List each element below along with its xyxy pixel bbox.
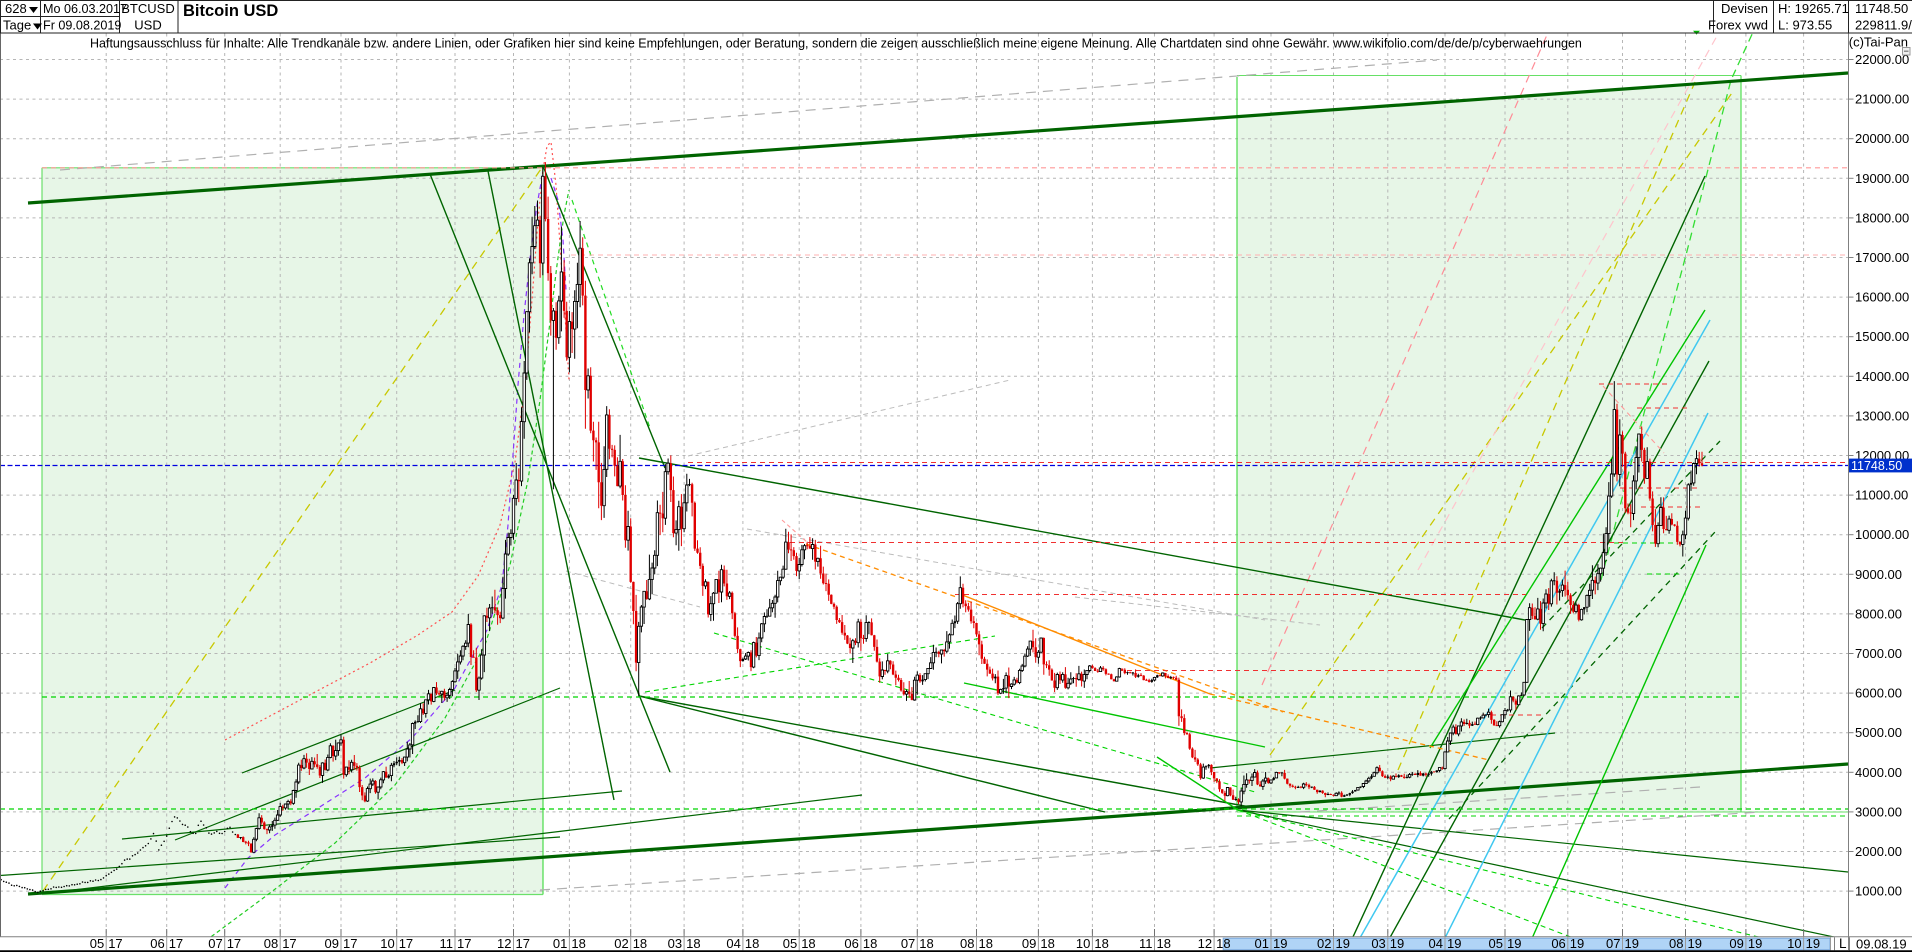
- svg-text:12: 12: [497, 936, 511, 951]
- svg-text:11: 11: [1139, 936, 1153, 951]
- svg-text:9000.00: 9000.00: [1855, 567, 1902, 582]
- svg-text:18: 18: [571, 936, 585, 951]
- svg-text:18000.00: 18000.00: [1855, 210, 1909, 225]
- svg-text:18: 18: [863, 936, 877, 951]
- svg-text:19: 19: [1390, 936, 1404, 951]
- svg-text:18: 18: [979, 936, 993, 951]
- svg-text:15000.00: 15000.00: [1855, 329, 1909, 344]
- svg-text:Tage: Tage: [3, 18, 31, 33]
- svg-text:07: 07: [1606, 936, 1620, 951]
- svg-text:05: 05: [783, 936, 797, 951]
- svg-text:01: 01: [1255, 936, 1269, 951]
- svg-text:19: 19: [1570, 936, 1584, 951]
- svg-text:19: 19: [1806, 936, 1820, 951]
- svg-text:06: 06: [150, 936, 164, 951]
- svg-text:09: 09: [1022, 936, 1036, 951]
- svg-text:2000.00: 2000.00: [1855, 844, 1902, 859]
- svg-text:11000.00: 11000.00: [1855, 488, 1908, 503]
- svg-text:18: 18: [686, 936, 700, 951]
- svg-text:H: 19265.71: H: 19265.71: [1778, 1, 1849, 16]
- svg-text:09: 09: [325, 936, 339, 951]
- svg-text:04: 04: [726, 936, 740, 951]
- svg-text:628: 628: [5, 1, 27, 16]
- svg-text:10: 10: [1076, 936, 1090, 951]
- svg-text:05: 05: [1489, 936, 1503, 951]
- svg-text:18: 18: [1157, 936, 1171, 951]
- svg-text:19000.00: 19000.00: [1855, 171, 1909, 186]
- svg-text:22000.00: 22000.00: [1855, 52, 1909, 67]
- svg-text:10000.00: 10000.00: [1855, 527, 1909, 542]
- svg-text:19: 19: [1336, 936, 1350, 951]
- svg-text:09.08.19: 09.08.19: [1856, 936, 1907, 951]
- svg-text:18: 18: [919, 936, 933, 951]
- svg-text:06: 06: [1551, 936, 1565, 951]
- svg-text:09: 09: [1729, 936, 1743, 951]
- svg-text:10: 10: [1787, 936, 1801, 951]
- svg-text:17: 17: [516, 936, 530, 951]
- svg-text:17: 17: [169, 936, 183, 951]
- svg-text:02: 02: [1317, 936, 1331, 951]
- svg-text:17: 17: [282, 936, 296, 951]
- svg-text:4000.00: 4000.00: [1855, 765, 1902, 780]
- svg-text:13000.00: 13000.00: [1855, 408, 1909, 423]
- svg-text:18: 18: [801, 936, 815, 951]
- svg-text:6000.00: 6000.00: [1855, 686, 1902, 701]
- svg-text:(c)Tai-Pan: (c)Tai-Pan: [1849, 35, 1908, 50]
- svg-text:03: 03: [668, 936, 682, 951]
- svg-text:18: 18: [633, 936, 647, 951]
- svg-text:Mo 06.03.2017: Mo 06.03.2017: [43, 2, 127, 16]
- svg-text:07: 07: [208, 936, 222, 951]
- svg-text:06: 06: [844, 936, 858, 951]
- svg-text:19: 19: [1688, 936, 1702, 951]
- svg-text:8000.00: 8000.00: [1855, 606, 1902, 621]
- svg-text:11748.50: 11748.50: [1851, 459, 1902, 473]
- svg-text:01: 01: [553, 936, 567, 951]
- svg-text:08: 08: [1669, 936, 1683, 951]
- svg-text:17: 17: [227, 936, 241, 951]
- svg-text:BTCUSD: BTCUSD: [121, 1, 174, 16]
- svg-text:05: 05: [90, 936, 104, 951]
- svg-text:Bitcoin USD: Bitcoin USD: [183, 2, 278, 20]
- svg-text:10: 10: [380, 936, 394, 951]
- svg-text:17: 17: [343, 936, 357, 951]
- svg-text:04: 04: [1429, 936, 1443, 951]
- svg-text:18: 18: [745, 936, 759, 951]
- svg-text:1000.00: 1000.00: [1855, 884, 1902, 899]
- svg-text:17000.00: 17000.00: [1855, 250, 1909, 265]
- svg-text:20000.00: 20000.00: [1855, 131, 1909, 146]
- svg-text:17: 17: [457, 936, 471, 951]
- svg-text:18: 18: [1216, 936, 1230, 951]
- svg-text:7000.00: 7000.00: [1855, 646, 1902, 661]
- svg-text:Fr 09.08.2019: Fr 09.08.2019: [43, 19, 121, 33]
- svg-text:11: 11: [440, 936, 454, 951]
- svg-text:02: 02: [614, 936, 628, 951]
- svg-text:11748.50: 11748.50: [1855, 1, 1908, 16]
- svg-text:19: 19: [1447, 936, 1461, 951]
- svg-text:USD: USD: [134, 18, 161, 33]
- svg-text:17: 17: [108, 936, 122, 951]
- svg-text:18: 18: [1094, 936, 1108, 951]
- svg-text:3000.00: 3000.00: [1855, 804, 1902, 819]
- svg-text:12: 12: [1198, 936, 1212, 951]
- svg-text:19: 19: [1507, 936, 1521, 951]
- svg-text:19: 19: [1273, 936, 1287, 951]
- svg-text:18: 18: [1040, 936, 1054, 951]
- svg-text:08: 08: [960, 936, 974, 951]
- svg-text:08: 08: [264, 936, 278, 951]
- svg-text:L: L: [1839, 936, 1847, 951]
- svg-text:5000.00: 5000.00: [1855, 725, 1902, 740]
- svg-text:L: 973.55: L: 973.55: [1778, 18, 1832, 33]
- svg-text:03: 03: [1371, 936, 1385, 951]
- svg-text:07: 07: [901, 936, 915, 951]
- svg-text:21000.00: 21000.00: [1855, 92, 1909, 107]
- svg-text:Devisen: Devisen: [1721, 1, 1768, 16]
- svg-text:229811.9/1: 229811.9/1: [1855, 18, 1912, 33]
- svg-text:19: 19: [1748, 936, 1762, 951]
- svg-text:Haftungsausschluss für Inhalte: Haftungsausschluss für Inhalte: Alle Tre…: [90, 37, 1582, 51]
- svg-text:Forex vwd: Forex vwd: [1708, 18, 1768, 33]
- svg-text:14000.00: 14000.00: [1855, 369, 1909, 384]
- svg-text:19: 19: [1625, 936, 1639, 951]
- svg-text:16000.00: 16000.00: [1855, 290, 1909, 305]
- svg-text:17: 17: [399, 936, 413, 951]
